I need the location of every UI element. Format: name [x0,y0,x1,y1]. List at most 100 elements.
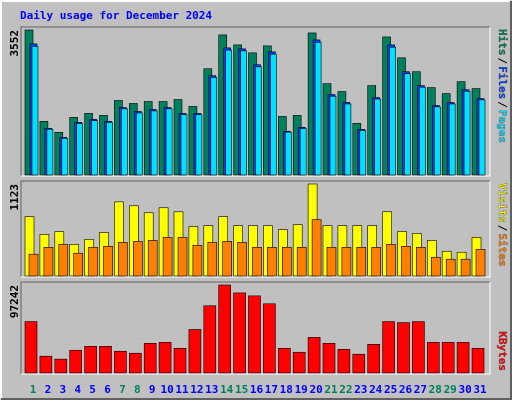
bar [103,246,113,277]
bar [448,103,456,176]
x-tick-label: 28 [429,383,442,396]
bar [143,343,157,374]
bar [61,137,69,176]
legend-separator: / [496,225,509,232]
bar [88,247,98,277]
bar [177,237,188,277]
bar [344,103,352,176]
bar [445,258,456,277]
bar [307,337,321,374]
bar [329,95,337,176]
bar [371,247,382,277]
bar [162,237,173,277]
x-tick-label: 19 [295,383,308,396]
bar [133,241,143,277]
bar [296,247,307,277]
bar [441,342,455,374]
bar [203,305,217,374]
bar [252,247,262,277]
bar [225,49,232,176]
bar [263,303,276,374]
bar [367,344,381,374]
bar [84,346,97,374]
x-tick-label: 4 [74,383,81,396]
bar [359,130,367,176]
bar [412,321,425,374]
bar [180,114,188,176]
bar [165,108,173,176]
x-tick-label: 6 [104,383,111,396]
bar [471,347,485,374]
bar [356,247,367,277]
panel-edge-light [21,181,491,278]
bar [114,350,127,374]
x-tick-label: 23 [354,383,367,396]
bar [147,240,158,277]
bar [322,343,336,374]
bar [270,53,277,176]
bar [222,241,232,277]
bar [129,352,142,374]
bar [277,347,291,374]
bar [374,98,382,176]
bar [218,284,231,374]
legend-separator: / [496,101,509,108]
bar [426,342,440,374]
bar [284,131,292,176]
bar [248,295,261,374]
x-tick-label: 8 [134,383,141,396]
legend-entry: Sites [496,233,509,266]
bar [478,99,486,176]
x-tick-label: 14 [220,383,234,396]
legend: Visits /Sites [496,183,509,267]
bar [54,358,68,374]
panel-edge-light [21,282,491,375]
x-tick-label: 12 [190,383,203,396]
panel-edge-dark [20,26,490,176]
x-tick-label: 1 [30,383,37,396]
bar [24,321,38,374]
bar [460,258,471,277]
x-tick-label: 29 [444,383,457,396]
bar [31,46,39,176]
x-tick-label: 20 [309,383,322,396]
bar [121,108,128,176]
bar [233,292,246,374]
bar [326,247,337,277]
x-tick-label: 2 [45,383,52,396]
panel-edge-dark [20,180,490,277]
bar [311,219,322,277]
legend: Hits/Files/Pages [496,29,509,143]
x-tick-label: 11 [175,383,189,396]
bar [314,42,322,176]
bar [173,347,187,374]
bar [397,322,410,374]
x-tick-label: 9 [149,383,156,396]
bar [430,256,441,277]
x-tick-label: 16 [250,383,264,396]
legend-separator: / [496,58,509,65]
bar [389,46,396,176]
bar [419,86,426,176]
bar [240,50,247,176]
bar [475,248,486,277]
bar [386,244,396,277]
bar [192,245,203,277]
bar [292,351,306,374]
x-tick-label: 13 [205,383,218,396]
bar [58,244,69,277]
legend-entry: KBytes [496,331,509,371]
legend-entry: Pages [496,110,509,143]
bar [341,247,352,277]
x-tick-label: 22 [339,383,352,396]
x-tick-label: 18 [280,383,293,396]
bar [150,110,158,176]
chart-title: Daily usage for December 2024 [20,9,212,22]
bar [46,128,54,176]
bar [28,253,39,277]
bar [404,73,411,176]
